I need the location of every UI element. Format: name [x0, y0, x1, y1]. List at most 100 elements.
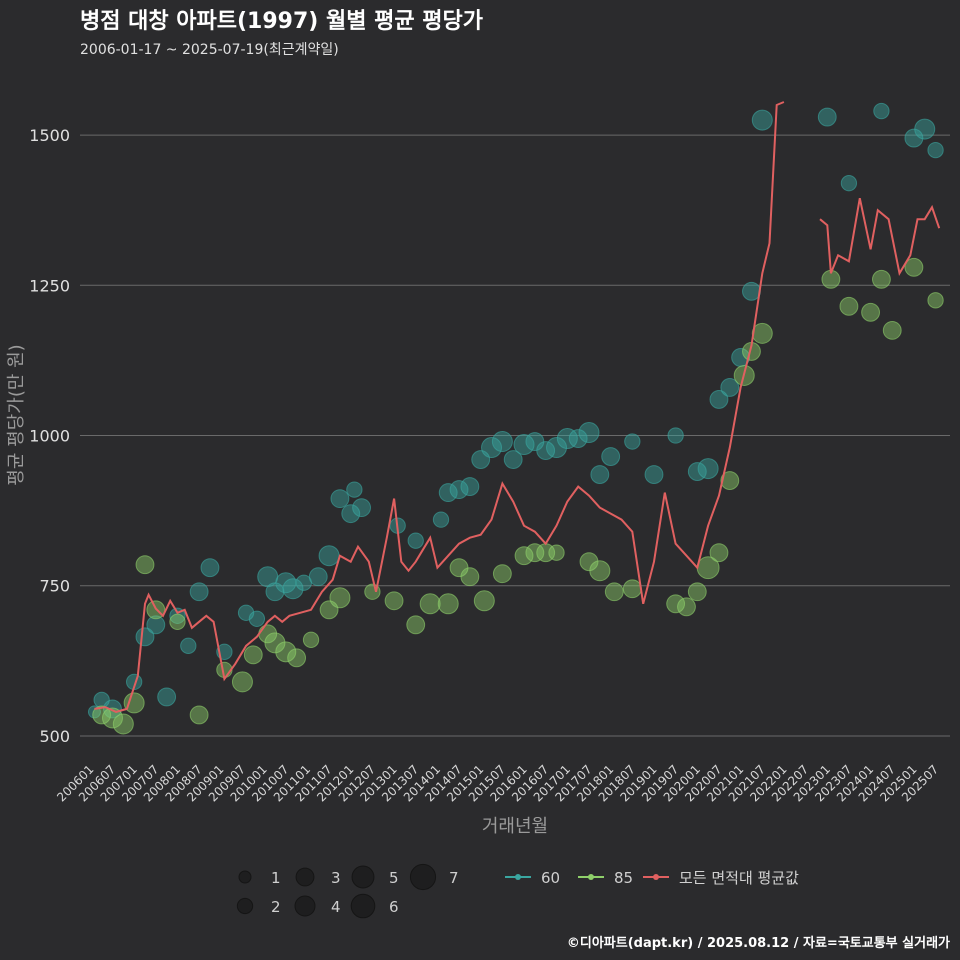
scatter-point	[492, 564, 512, 584]
y-axis-label: 평균 평당가(만 원)	[6, 344, 27, 485]
scatter-point	[346, 481, 363, 498]
scatter-point	[437, 593, 459, 615]
size-legend-label: 4	[331, 898, 341, 916]
scatter-point	[275, 641, 297, 663]
y-tick-label: 1250	[29, 276, 70, 295]
scatter-point	[449, 480, 469, 500]
scatter-point	[282, 578, 304, 600]
scatter-point	[871, 269, 891, 289]
series-legend-label: 모든 면적대 평균값	[679, 869, 799, 887]
scatter-point	[709, 543, 729, 563]
size-legend-label: 2	[271, 898, 281, 916]
size-legend-circle	[238, 870, 252, 884]
scatter-point	[243, 645, 263, 665]
scatter-point	[180, 637, 197, 654]
scatter-point	[123, 692, 145, 714]
scatter-point	[914, 118, 936, 140]
size-legend-label: 3	[331, 869, 341, 887]
size-legend-circle	[295, 867, 315, 887]
scatter-point	[568, 429, 588, 448]
scatter-point	[329, 587, 351, 609]
series-legend-dot	[588, 874, 594, 880]
scatter-point	[513, 434, 535, 456]
scatter-point	[112, 713, 134, 735]
scatter-point	[330, 489, 350, 509]
scatter-point	[189, 705, 209, 725]
size-legend-circle	[236, 897, 254, 915]
scatter-point	[720, 378, 740, 397]
series-legend: 60 85 모든 면적대 평균값	[505, 869, 799, 887]
scatter-point	[601, 447, 621, 466]
scatter-point	[622, 579, 642, 599]
scatter-point	[861, 302, 881, 322]
scatter-point	[200, 558, 220, 578]
size-legend: 1 2 3 4 5 6 7	[236, 863, 459, 919]
scatter-point	[697, 458, 719, 480]
scatter-point	[514, 546, 534, 566]
scatter-point	[419, 593, 441, 615]
scatter-point	[473, 590, 495, 612]
scatter-point	[904, 128, 924, 148]
scatter-point	[135, 555, 155, 575]
scatter-point	[546, 437, 568, 459]
chart-subtitle: 2006-01-17 ~ 2025-07-19(최근계약일)	[80, 42, 339, 58]
series-legend-dot	[653, 874, 659, 880]
scatter-point	[882, 320, 902, 340]
scatter-point	[460, 567, 480, 587]
scatter-point	[248, 610, 266, 627]
series-line	[94, 101, 941, 713]
series-legend-label: 85	[614, 869, 633, 887]
scatter-point	[927, 141, 944, 159]
y-axis-ticks: 500 750 1000 1250 1500	[29, 126, 70, 746]
scatter-point	[720, 471, 740, 491]
chart-title: 병점 대창 아파트(1997) 월별 평균 평당가	[80, 9, 483, 34]
size-legend-label: 5	[389, 869, 399, 887]
scatter-point	[169, 613, 186, 630]
scatter-point	[308, 567, 328, 587]
scatter-point	[709, 390, 729, 409]
y-tick-label: 1500	[29, 126, 70, 145]
scatter-point	[491, 431, 513, 453]
size-legend-label: 1	[271, 869, 281, 887]
scatter-point	[578, 422, 600, 444]
scatter-point	[460, 477, 480, 497]
scatter-point	[302, 631, 320, 648]
size-legend-label: 6	[389, 898, 399, 916]
size-legend-circle	[409, 863, 437, 891]
y-tick-label: 1000	[29, 427, 70, 446]
scatter-point	[687, 582, 707, 602]
scatter-point	[318, 545, 340, 567]
scatter-point	[264, 632, 286, 654]
scatter-point	[604, 582, 624, 602]
scatter-point	[751, 109, 773, 131]
scatter-point	[146, 615, 166, 635]
size-legend-circle	[350, 893, 376, 919]
scatter-point	[407, 532, 424, 549]
scatter-point	[352, 498, 372, 518]
footer-credit: ©디아파트(dapt.kr) / 2025.08.12 / 자료=국토교통부 실…	[567, 935, 950, 951]
scatter-point	[904, 257, 924, 277]
scatter-point	[556, 428, 578, 450]
scatter-point	[503, 450, 523, 469]
scatter-point	[839, 296, 859, 316]
scatter-point	[157, 687, 177, 707]
scatter-point	[666, 594, 686, 614]
scatter-point	[677, 597, 696, 617]
scatter-point	[103, 699, 122, 719]
scatter-point	[341, 504, 361, 524]
scatter-point	[840, 175, 858, 192]
scatter-point	[667, 427, 684, 444]
scatter-point	[189, 582, 209, 602]
scatter-point	[751, 322, 773, 344]
scatter-point	[481, 437, 503, 459]
data-points	[87, 102, 944, 735]
size-legend-circle	[294, 895, 316, 917]
scatter-point	[644, 465, 664, 485]
scatter-point	[579, 552, 599, 572]
y-tick-label: 500	[39, 727, 70, 746]
scatter-point	[927, 292, 944, 309]
series-legend-label: 60	[541, 869, 560, 887]
x-axis-label: 거래년월	[482, 816, 548, 837]
scatter-point	[624, 433, 641, 450]
